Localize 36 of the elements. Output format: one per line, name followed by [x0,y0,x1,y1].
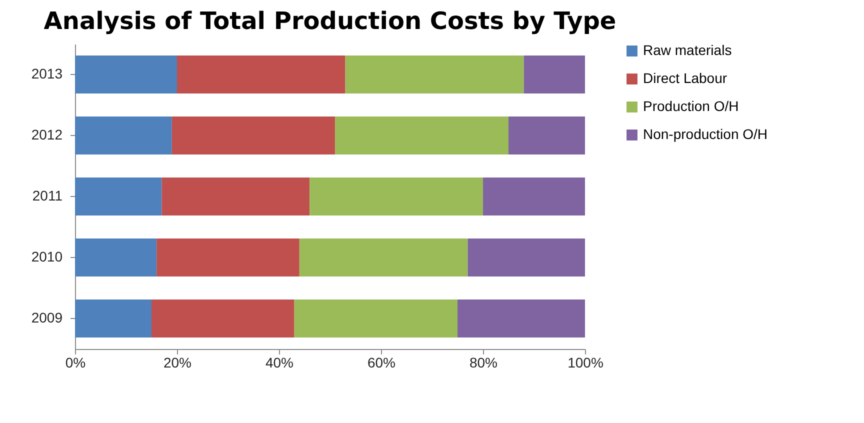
legend-label: Non-production O/H [643,126,768,142]
x-tick-label: 20% [163,354,192,370]
bar [310,178,483,216]
legend-label: Direct Labour [643,70,728,86]
y-tick-label: 2011 [32,188,63,204]
chart-title: Analysis of Total Production Costs by Type [44,7,616,35]
bar [345,56,524,94]
bar [335,116,508,154]
bar [524,56,585,94]
bar [177,56,346,94]
x-tick-label: 60% [367,354,396,370]
bar [483,178,585,216]
y-tick-label: 2009 [31,310,63,326]
bar [75,238,157,276]
x-tick-label: 40% [265,354,294,370]
bar [294,300,458,338]
bar [162,178,310,216]
y-tick-label: 2012 [31,126,63,142]
bar [468,238,585,276]
bar [75,56,177,94]
y-tick-label: 2010 [31,248,63,264]
legend-label: Production O/H [643,98,739,114]
x-tick-label: 0% [65,354,86,370]
bar [75,116,172,154]
bar [156,238,300,276]
x-tick-label: 80% [469,354,498,370]
y-tick-label: 2013 [31,66,63,82]
bar [75,178,162,216]
bar [75,300,152,338]
bar [508,116,585,154]
x-tick-label: 100% [568,354,604,370]
bar [458,300,585,338]
bar [172,116,336,154]
legend-label: Raw materials [643,42,732,58]
bar [299,238,468,276]
bar [152,300,294,338]
